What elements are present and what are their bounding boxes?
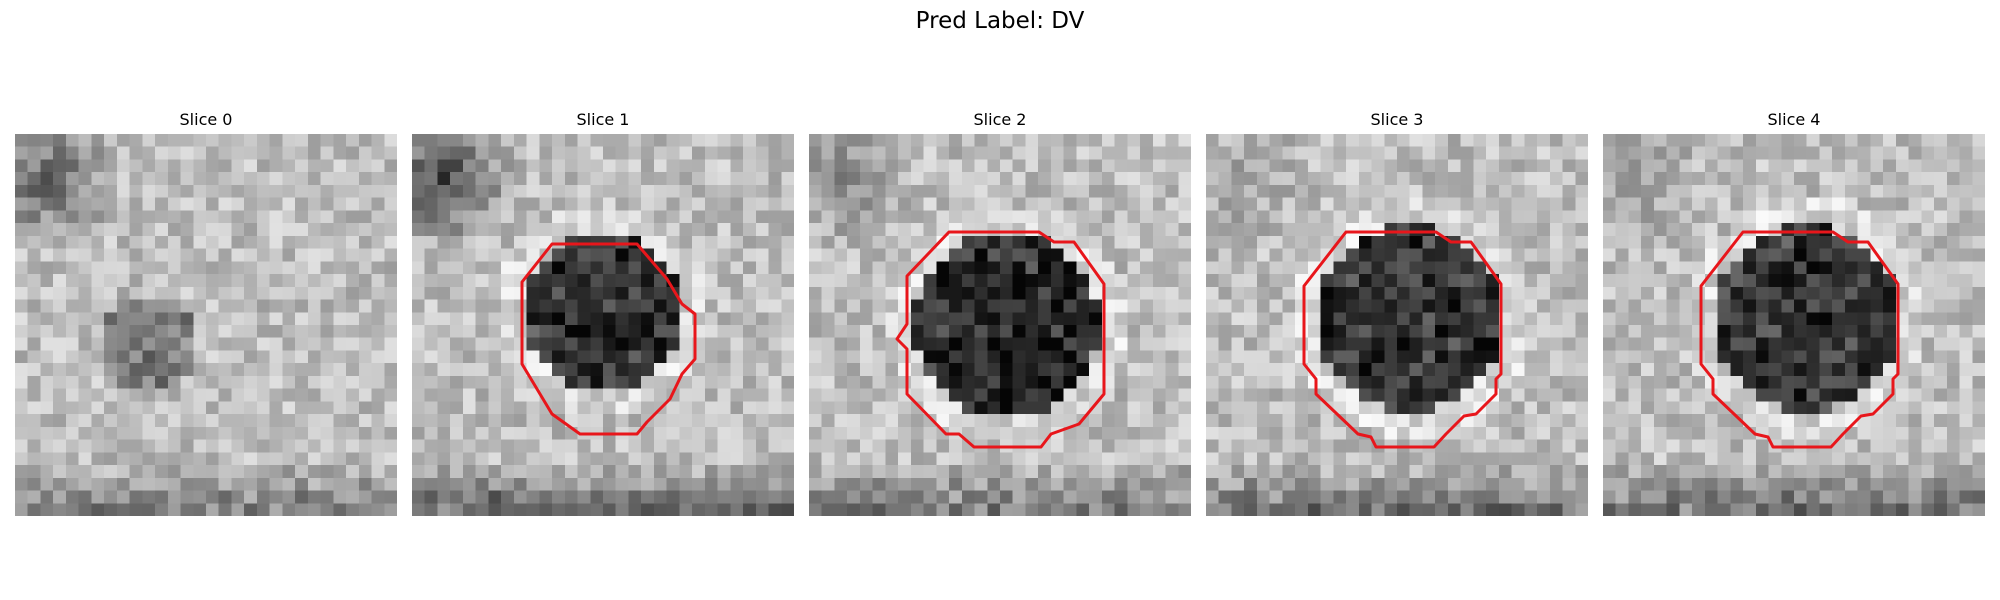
slice-panel-0: Slice 0 xyxy=(15,108,397,516)
grayscale-patch xyxy=(809,134,1191,516)
slice-image xyxy=(1603,134,1985,516)
segmentation-contour xyxy=(1302,230,1503,449)
figure-title: Pred Label: DV xyxy=(915,8,1085,34)
segmentation-contour xyxy=(1699,230,1900,449)
grayscale-patch xyxy=(15,134,397,516)
slice-panel-1: Slice 1 xyxy=(412,108,794,516)
slice-title: Slice 4 xyxy=(1767,110,1821,129)
slice-image xyxy=(1206,134,1588,516)
slice-title: Slice 1 xyxy=(576,110,630,129)
grayscale-patch xyxy=(1206,134,1588,516)
segmentation-contour xyxy=(520,242,697,436)
slice-panel-3: Slice 3 xyxy=(1206,108,1588,516)
grayscale-patch xyxy=(412,134,794,516)
slice-title: Slice 3 xyxy=(1370,110,1424,129)
slice-title: Slice 0 xyxy=(179,110,233,129)
slice-image xyxy=(809,134,1191,516)
slice-panel-4: Slice 4 xyxy=(1603,108,1985,516)
slice-image xyxy=(412,134,794,516)
slice-title: Slice 2 xyxy=(973,110,1027,129)
slice-image xyxy=(15,134,397,516)
segmentation-contour xyxy=(895,230,1106,449)
slice-panel-2: Slice 2 xyxy=(809,108,1191,516)
grayscale-patch xyxy=(1603,134,1985,516)
